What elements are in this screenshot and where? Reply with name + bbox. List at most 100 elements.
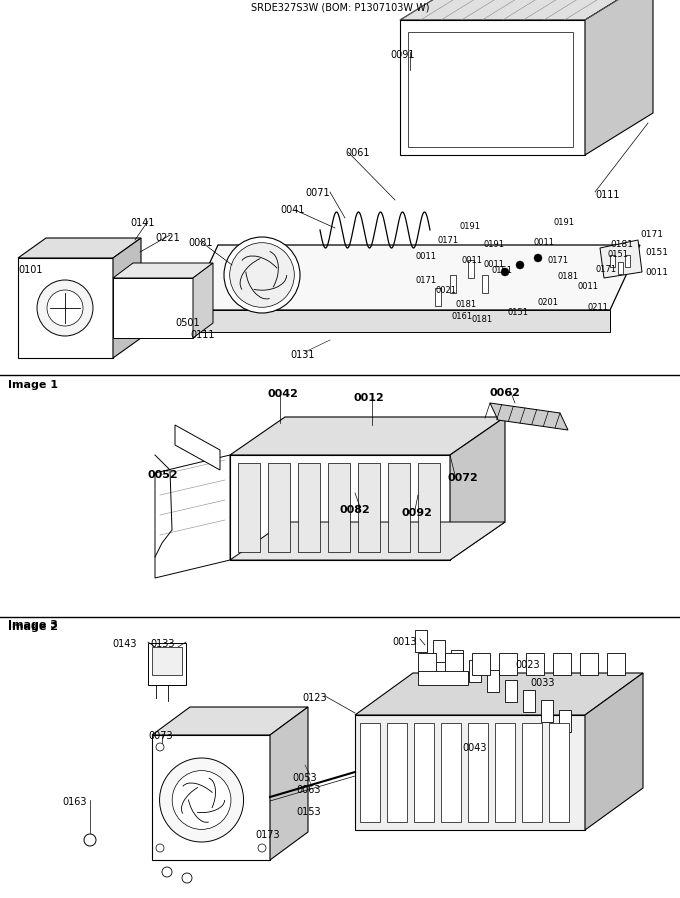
Text: 0181: 0181 (455, 300, 476, 309)
Bar (499, 653, 517, 675)
Circle shape (224, 237, 300, 313)
Circle shape (162, 867, 172, 877)
Bar (387, 723, 407, 822)
Text: 0092: 0092 (402, 508, 433, 518)
Bar (553, 653, 571, 675)
Text: 0141: 0141 (130, 218, 154, 228)
Circle shape (182, 873, 192, 883)
Text: 0151: 0151 (492, 266, 513, 275)
Bar (238, 463, 260, 552)
Circle shape (156, 844, 164, 852)
Polygon shape (355, 673, 643, 715)
Circle shape (172, 770, 231, 830)
Text: 0181: 0181 (558, 272, 579, 281)
Text: Image 1: Image 1 (8, 380, 58, 390)
Circle shape (534, 254, 542, 262)
Bar (360, 723, 380, 822)
Text: 0171: 0171 (416, 276, 437, 285)
Text: 0163: 0163 (62, 797, 86, 807)
Text: 0143: 0143 (112, 639, 137, 649)
Text: SRDE327S3W (BOM: P1307103W W): SRDE327S3W (BOM: P1307103W W) (251, 3, 429, 13)
Text: 0151: 0151 (645, 248, 668, 257)
Bar (152, 647, 182, 675)
Polygon shape (270, 707, 308, 860)
Text: 0011: 0011 (578, 282, 599, 291)
Polygon shape (490, 403, 568, 430)
Text: 0171: 0171 (548, 256, 569, 265)
Bar (450, 275, 456, 293)
Text: 0151: 0151 (508, 308, 529, 317)
Text: 0153: 0153 (296, 807, 321, 817)
Circle shape (516, 261, 524, 269)
Text: 0131: 0131 (290, 350, 314, 360)
Text: 0023: 0023 (515, 660, 540, 670)
Bar (418, 463, 440, 552)
Bar (468, 723, 488, 822)
Polygon shape (113, 238, 141, 358)
Bar (358, 463, 380, 552)
Text: 0091: 0091 (390, 50, 415, 60)
Text: 0111: 0111 (595, 190, 619, 200)
Text: 0072: 0072 (448, 473, 479, 483)
Bar (148, 643, 186, 685)
Text: 0191: 0191 (483, 240, 504, 249)
Bar (435, 288, 441, 306)
Polygon shape (355, 715, 585, 830)
Polygon shape (230, 522, 505, 560)
Bar (433, 640, 445, 662)
Circle shape (156, 743, 164, 751)
Text: 0201: 0201 (538, 298, 559, 307)
Bar (526, 653, 544, 675)
Text: 0011: 0011 (484, 260, 505, 269)
Text: 0191: 0191 (553, 218, 574, 227)
Text: 0191: 0191 (460, 222, 481, 231)
Text: 0021: 0021 (436, 286, 457, 295)
Text: 0043: 0043 (462, 743, 486, 753)
Polygon shape (193, 263, 213, 338)
Text: 0082: 0082 (340, 505, 371, 515)
Bar (408, 32, 573, 147)
Polygon shape (450, 417, 505, 560)
Text: 0071: 0071 (305, 188, 330, 198)
Circle shape (160, 758, 243, 842)
Text: 0221: 0221 (155, 233, 180, 243)
Polygon shape (152, 735, 270, 860)
Polygon shape (18, 258, 113, 358)
Bar (523, 690, 535, 712)
Text: Image 2: Image 2 (8, 622, 58, 632)
Text: 0181: 0181 (472, 315, 493, 324)
Text: 0053: 0053 (292, 773, 317, 783)
Text: 0161: 0161 (452, 312, 473, 321)
Text: 0171: 0171 (596, 265, 617, 274)
Text: 0501: 0501 (175, 318, 200, 328)
Text: 0181: 0181 (610, 240, 633, 249)
Polygon shape (400, 0, 653, 20)
Text: 0073: 0073 (148, 731, 173, 741)
Bar (418, 653, 436, 675)
Bar (580, 653, 598, 675)
Polygon shape (230, 417, 505, 455)
Bar (505, 680, 517, 702)
Polygon shape (175, 425, 220, 470)
Polygon shape (400, 20, 585, 155)
Text: 0033: 0033 (530, 678, 554, 688)
Circle shape (258, 844, 266, 852)
Circle shape (37, 280, 93, 336)
Text: 0061: 0061 (345, 148, 369, 158)
Text: Image 3: Image 3 (8, 620, 58, 630)
Bar (468, 260, 474, 278)
Bar (625, 255, 630, 267)
Polygon shape (585, 673, 643, 830)
Bar (549, 723, 569, 822)
Polygon shape (418, 671, 468, 685)
Polygon shape (585, 0, 653, 155)
Text: 0081: 0081 (188, 238, 212, 248)
Bar (610, 255, 615, 267)
Text: 0111: 0111 (190, 330, 214, 340)
Circle shape (501, 268, 509, 276)
Bar (388, 463, 410, 552)
Text: 0062: 0062 (490, 388, 521, 398)
Polygon shape (113, 278, 193, 338)
Text: 0042: 0042 (268, 389, 299, 399)
Text: 0171: 0171 (438, 236, 459, 245)
